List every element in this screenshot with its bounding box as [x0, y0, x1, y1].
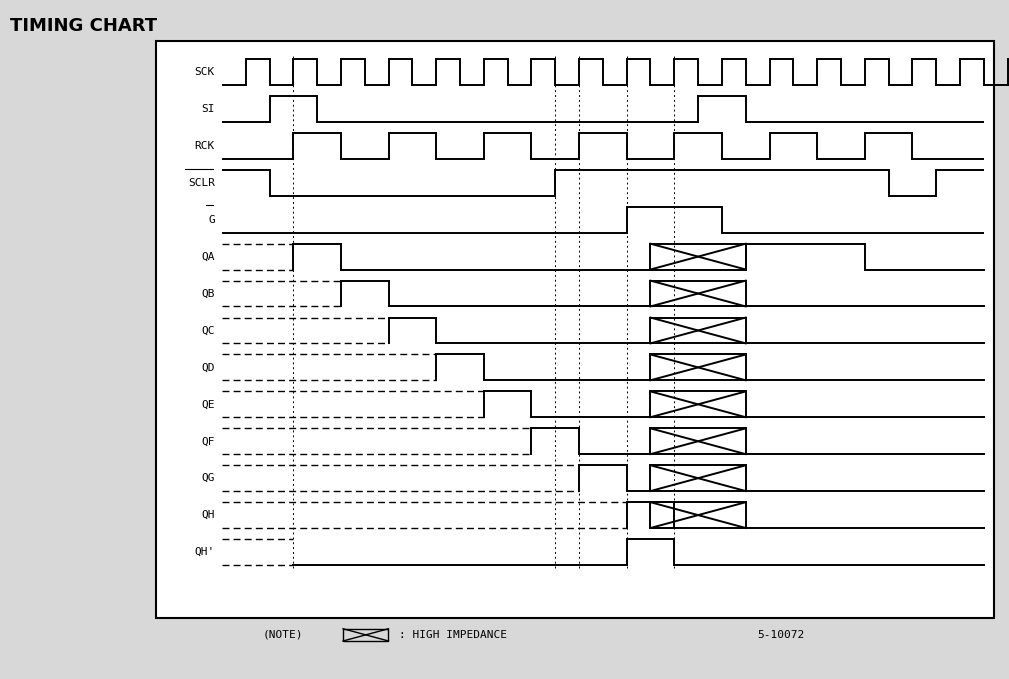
- Text: QF: QF: [202, 436, 215, 446]
- Text: QD: QD: [202, 363, 215, 372]
- Text: TIMING CHART: TIMING CHART: [10, 17, 157, 35]
- Text: QH': QH': [195, 547, 215, 557]
- Text: QA: QA: [202, 252, 215, 261]
- Text: SI: SI: [202, 104, 215, 114]
- Bar: [651, 428, 746, 454]
- Text: QC: QC: [202, 325, 215, 335]
- Text: QG: QG: [202, 473, 215, 483]
- Bar: [651, 318, 746, 344]
- Text: G: G: [208, 215, 215, 225]
- Bar: [651, 354, 746, 380]
- Text: SCK: SCK: [195, 67, 215, 77]
- Text: QB: QB: [202, 289, 215, 299]
- Text: RCK: RCK: [195, 141, 215, 151]
- Text: QE: QE: [202, 399, 215, 409]
- Bar: [343, 629, 388, 641]
- Text: (NOTE): (NOTE): [262, 630, 303, 640]
- Text: : HIGH IMPEDANCE: : HIGH IMPEDANCE: [399, 630, 507, 640]
- Text: SCLR: SCLR: [188, 178, 215, 188]
- Bar: [651, 391, 746, 417]
- FancyBboxPatch shape: [156, 41, 994, 618]
- Bar: [651, 465, 746, 491]
- Text: 5-10072: 5-10072: [757, 630, 804, 640]
- Bar: [651, 280, 746, 306]
- Text: QH: QH: [202, 510, 215, 520]
- Bar: [651, 244, 746, 270]
- Bar: [651, 502, 746, 528]
